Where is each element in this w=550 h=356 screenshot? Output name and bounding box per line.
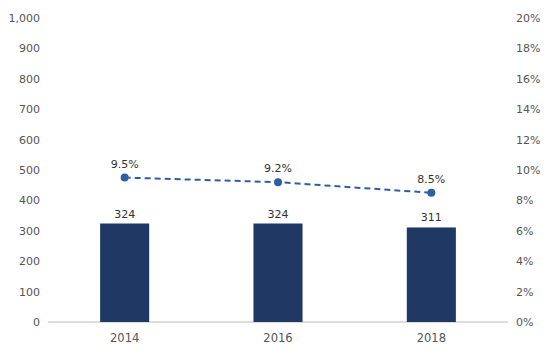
bar-label: 324 bbox=[114, 208, 135, 221]
y-tick-label: 300 bbox=[19, 225, 40, 238]
y2-tick-label: 14% bbox=[516, 103, 540, 116]
y2-tick-label: 20% bbox=[516, 12, 540, 25]
y2-tick-label: 18% bbox=[516, 42, 540, 55]
y2-tick-label: 8% bbox=[516, 194, 533, 207]
x-tick-label: 2016 bbox=[263, 331, 292, 345]
y-axis: 0 100 200 300 400 500 600 700 800 900 1,000 bbox=[9, 12, 41, 329]
y2-tick-label: 16% bbox=[516, 73, 540, 86]
bar-label: 311 bbox=[421, 211, 442, 224]
line-marker bbox=[121, 174, 129, 182]
y-tick-label: 0 bbox=[33, 316, 40, 329]
line-label: 8.5% bbox=[417, 173, 445, 186]
bar bbox=[100, 224, 149, 322]
y2-axis: 0% 2% 4% 6% 8% 10% 12% 14% 16% 18% 20% bbox=[516, 12, 540, 329]
y2-tick-label: 4% bbox=[516, 255, 533, 268]
x-tick-label: 2018 bbox=[417, 331, 446, 345]
y2-tick-label: 10% bbox=[516, 164, 540, 177]
y2-tick-label: 2% bbox=[516, 286, 533, 299]
y2-tick-label: 12% bbox=[516, 134, 540, 147]
bar-label: 324 bbox=[268, 208, 289, 221]
y2-tick-label: 0% bbox=[516, 316, 533, 329]
y2-tick-label: 6% bbox=[516, 225, 533, 238]
data-labels: 324 324 311 9.5% 9.2% 8.5% bbox=[111, 158, 446, 225]
line-label: 9.2% bbox=[264, 162, 292, 175]
y-tick-label: 200 bbox=[19, 255, 40, 268]
bar bbox=[407, 227, 456, 322]
marks bbox=[100, 174, 456, 322]
y-tick-label: 500 bbox=[19, 164, 40, 177]
line bbox=[125, 178, 432, 193]
y-tick-label: 100 bbox=[19, 286, 40, 299]
line-marker bbox=[274, 178, 282, 186]
y-tick-label: 600 bbox=[19, 134, 40, 147]
y-tick-label: 800 bbox=[19, 73, 40, 86]
y-tick-label: 700 bbox=[19, 103, 40, 116]
x-axis: 2014 2016 2018 bbox=[48, 322, 508, 345]
y-tick-label: 900 bbox=[19, 42, 40, 55]
chart: 0 100 200 300 400 500 600 700 800 900 1,000 0% 2% 4% 6… bbox=[0, 0, 550, 356]
y-tick-label: 400 bbox=[19, 194, 40, 207]
line-marker bbox=[427, 189, 435, 197]
line-label: 9.5% bbox=[111, 158, 139, 171]
x-tick-label: 2014 bbox=[110, 331, 139, 345]
y-tick-label: 1,000 bbox=[9, 12, 41, 25]
bar bbox=[253, 224, 302, 322]
